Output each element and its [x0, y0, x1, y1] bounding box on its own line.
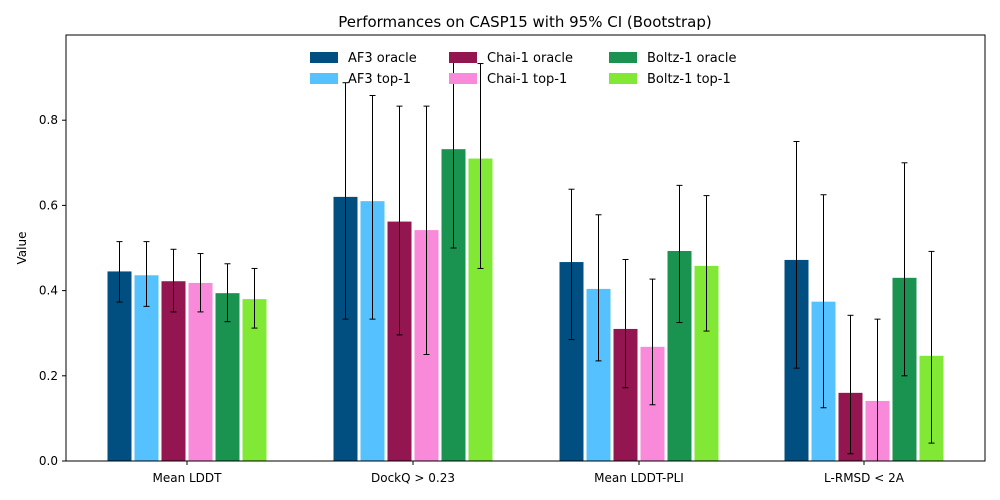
legend-item-4: Boltz-1 oracle	[609, 51, 737, 66]
legend-label-3: Chai-1 top-1	[487, 72, 567, 87]
errorbar-3-2	[649, 278, 656, 406]
y-tick-label-1: 0.2	[39, 369, 58, 383]
legend-swatch-0	[310, 52, 338, 63]
y-axis-label: Value	[15, 232, 29, 265]
chart-title: Performances on CASP15 with 95% CI (Boot…	[338, 13, 711, 31]
errorbar-1-2	[595, 214, 602, 362]
errorbar-2-1	[396, 105, 403, 336]
legend-swatch-4	[609, 52, 637, 63]
errorbar-2-2	[622, 259, 629, 389]
errorbar-3-1	[423, 105, 430, 355]
errorbar-5-1	[477, 63, 484, 269]
errorbar-4-2	[676, 184, 683, 324]
bar-3-0	[188, 282, 213, 461]
x-tick-label-2: Mean LDDT-PLI	[594, 471, 684, 485]
errorbar-5-3	[928, 250, 935, 444]
y-tick-label-4: 0.8	[39, 113, 58, 127]
y-tick-label-0: 0.0	[39, 454, 58, 468]
legend-label-4: Boltz-1 oracle	[647, 51, 737, 66]
errorbar-3-0	[197, 253, 204, 313]
legend-item-5: Boltz-1 top-1	[609, 72, 731, 87]
legend-label-5: Boltz-1 top-1	[647, 72, 731, 87]
x-tick-label-1: DockQ > 0.23	[371, 471, 455, 485]
legend-swatch-3	[449, 73, 477, 84]
legend-item-0: AF3 oracle	[310, 51, 417, 66]
errorbar-2-3	[847, 314, 854, 455]
x-axis: Mean LDDT DockQ > 0.23 Mean LDDT-PLI L-RMSD…	[152, 461, 905, 485]
errorbar-0-0	[116, 241, 123, 303]
errorbar-1-1	[369, 94, 376, 320]
legend-swatch-5	[609, 73, 637, 84]
legend-swatch-2	[449, 52, 477, 63]
errorbar-4-3	[901, 162, 908, 377]
errorbar-2-0	[170, 248, 177, 313]
legend-swatch-1	[310, 73, 338, 84]
errorbar-1-3	[820, 194, 827, 409]
y-tick-label-2: 0.4	[39, 284, 58, 298]
legend-item-3: Chai-1 top-1	[449, 72, 567, 87]
errorbar-5-2	[703, 195, 710, 332]
errorbars-layer	[116, 52, 935, 462]
errorbar-0-2	[568, 188, 575, 341]
y-tick-label-3: 0.6	[39, 198, 58, 212]
errorbar-1-0	[143, 241, 150, 307]
x-tick-label-3: L-RMSD < 2A	[824, 471, 905, 485]
bar-0-0	[107, 271, 132, 461]
errorbar-0-3	[793, 141, 800, 369]
y-axis: 0.0 0.2 0.4 0.6 0.8	[39, 113, 66, 468]
legend-label-0: AF3 oracle	[348, 51, 417, 66]
x-tick-label-0: Mean LDDT	[152, 471, 222, 485]
bars-layer	[107, 149, 944, 462]
legend: AF3 oracle AF3 top-1 Chai-1 oracle Chai-1 t…	[310, 51, 737, 87]
legend-item-1: AF3 top-1	[310, 72, 411, 87]
legend-label-2: Chai-1 oracle	[487, 51, 573, 66]
plot-frame	[65, 34, 986, 462]
legend-item-2: Chai-1 oracle	[449, 51, 573, 66]
errorbar-5-0	[251, 267, 258, 329]
errorbar-0-1	[342, 82, 349, 320]
errorbar-4-0	[224, 263, 231, 323]
legend-label-1: AF3 top-1	[348, 72, 411, 87]
